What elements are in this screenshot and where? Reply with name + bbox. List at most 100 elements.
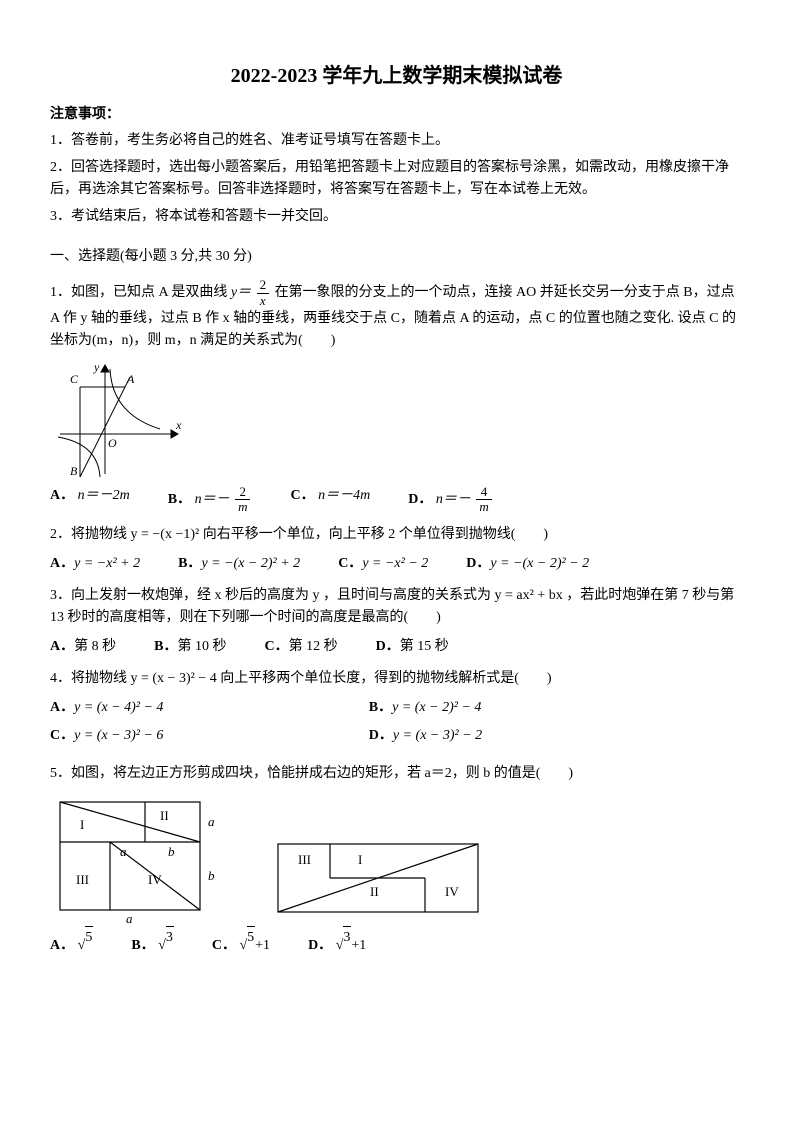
- q5-A-sqrt: √5: [78, 934, 94, 957]
- q5-r-I: I: [358, 852, 362, 867]
- q2-options: A．y = −x² + 2 B．y = −(x − 2)² + 2 C．y = …: [50, 553, 743, 575]
- q1-A-text: n＝－2m: [78, 488, 130, 503]
- notice-3: 3．考试结束后，将本试卷和答题卡一并交回。: [50, 206, 743, 228]
- q1-opt-C: C． n＝－4m: [290, 485, 370, 515]
- q1-label-y: y: [93, 360, 100, 374]
- q1-C-label: C．: [290, 488, 314, 503]
- q5-r-IV: IV: [445, 884, 459, 899]
- q4-C-text: y = (x − 3)² − 6: [74, 728, 163, 743]
- q5-A-label: A．: [50, 938, 74, 953]
- q4-opt-B: B．y = (x − 2)² − 4: [369, 697, 688, 719]
- notice-header: 注意事项：: [50, 104, 743, 126]
- q3-opt-C: C．第 12 秒: [264, 636, 337, 658]
- q5-opt-B: B． √3: [131, 934, 174, 957]
- q5-D-n: 3: [343, 926, 351, 949]
- question-3: 3．向上发射一枚炮弹，经 x 秒后的高度为 y ，且时间与高度的关系式为 y =…: [50, 585, 743, 630]
- q5-sq-IV: IV: [148, 872, 162, 887]
- q4-D-label: D．: [369, 728, 393, 743]
- q4-B-text: y = (x − 2)² − 4: [392, 700, 481, 715]
- q1-options: A． n＝－2m B． n＝－ 2 m C． n＝－4m D． n＝－ 4 m: [50, 485, 743, 515]
- q2-C-text: y = −x² − 2: [362, 556, 428, 571]
- q1-curve-num: 2: [257, 278, 270, 293]
- q5-opt-D: D． √3+1: [308, 934, 366, 957]
- section-1-header: 一、选择题(每小题 3 分,共 30 分): [50, 246, 743, 268]
- q5-D-suf: +1: [351, 938, 366, 953]
- question-5: 5．如图，将左边正方形剪成四块，恰能拼成右边的矩形，若 a＝2，则 b 的值是(…: [50, 763, 743, 785]
- q4-opt-A: A．y = (x − 4)² − 4: [50, 697, 369, 719]
- q4-A-text: y = (x − 4)² − 4: [74, 700, 163, 715]
- q5-sq-b2: b: [208, 868, 215, 883]
- q5-D-sqrt: √3: [336, 934, 352, 957]
- q2-D-label: D．: [466, 556, 490, 571]
- q3-opt-A: A．第 8 秒: [50, 636, 116, 658]
- q1-label-x: x: [175, 418, 182, 432]
- q1-D-num: 4: [476, 485, 491, 500]
- q3-D-label: D．: [376, 639, 400, 654]
- q3-B-label: B．: [154, 639, 177, 654]
- q5-sq-b1: b: [168, 844, 175, 859]
- q5-sq-I: I: [80, 817, 84, 832]
- q1-opt-B: B． n＝－ 2 m: [168, 485, 253, 515]
- q5-r-III: III: [298, 852, 311, 867]
- q5-opt-C: C． √5+1: [212, 934, 270, 957]
- q2-A-label: A．: [50, 556, 74, 571]
- q5-sq-III: III: [76, 872, 89, 887]
- q1-label-C: C: [70, 372, 79, 386]
- q1-figure: C A B O x y: [50, 359, 743, 479]
- q4-A-label: A．: [50, 700, 74, 715]
- question-4: 4．将抛物线 y = (x − 3)² − 4 向上平移两个单位长度，得到的抛物…: [50, 668, 743, 690]
- q2-C-label: C．: [338, 556, 362, 571]
- q1-opt-D: D． n＝－ 4 m: [408, 485, 494, 515]
- q5-A-n: 5: [85, 926, 93, 949]
- q1-D-label: D．: [408, 492, 432, 507]
- q5-B-label: B．: [131, 938, 154, 953]
- q1-D-pre: n＝－: [436, 492, 471, 507]
- q5-B-n: 3: [166, 926, 174, 949]
- q3-B-text: 第 10 秒: [177, 639, 226, 654]
- q1-B-den: m: [235, 500, 250, 514]
- q1-label-B: B: [70, 464, 78, 478]
- q4-D-text: y = (x − 3)² − 2: [393, 728, 482, 743]
- q2-D-text: y = −(x − 2)² − 2: [490, 556, 589, 571]
- q3-C-text: 第 12 秒: [289, 639, 338, 654]
- q1-D-frac: 4 m: [476, 485, 491, 515]
- q3-A-text: 第 8 秒: [74, 639, 116, 654]
- q1-C-text: n＝－4m: [318, 488, 370, 503]
- q5-sq-II: II: [160, 808, 169, 823]
- q3-D-text: 第 15 秒: [400, 639, 449, 654]
- q5-sq-a1: a: [120, 844, 127, 859]
- q4-opt-D: D．y = (x − 3)² − 2: [369, 725, 688, 747]
- q1-curve-den: x: [257, 294, 270, 308]
- q5-options: A． √5 B． √3 C． √5+1 D． √3+1: [50, 934, 743, 957]
- q1-D-den: m: [476, 500, 491, 514]
- page-title: 2022-2023 学年九上数学期末模拟试卷: [50, 60, 743, 92]
- q5-B-sqrt: √3: [158, 934, 174, 957]
- q1-label-A: A: [126, 372, 135, 386]
- q3-opt-D: D．第 15 秒: [376, 636, 449, 658]
- q5-C-n: 5: [247, 926, 255, 949]
- q1-curve-y: y＝: [231, 285, 251, 300]
- q1-opt-A: A． n＝－2m: [50, 485, 130, 515]
- q3-opt-B: B．第 10 秒: [154, 636, 226, 658]
- q1-A-label: A．: [50, 488, 74, 503]
- q2-B-label: B．: [178, 556, 201, 571]
- q4-C-label: C．: [50, 728, 74, 743]
- q1-B-label: B．: [168, 492, 191, 507]
- q1-B-pre: n＝－: [195, 492, 230, 507]
- question-1: 1．如图，已知点 A 是双曲线 y＝ 2 x 在第一象限的分支上的一个动点，连接…: [50, 278, 743, 352]
- q2-B-text: y = −(x − 2)² + 2: [201, 556, 300, 571]
- q1-B-num: 2: [235, 485, 250, 500]
- q5-C-suf: +1: [255, 938, 270, 953]
- q4-options: A．y = (x − 4)² − 4 B．y = (x − 2)² − 4 C．…: [50, 697, 743, 754]
- q5-figures: I II III IV a b a b a III I II IV: [50, 794, 743, 924]
- q5-rect: III I II IV: [270, 834, 490, 924]
- q2-opt-D: D．y = −(x − 2)² − 2: [466, 553, 589, 575]
- q2-opt-B: B．y = −(x − 2)² + 2: [178, 553, 300, 575]
- q3-A-label: A．: [50, 639, 74, 654]
- q4-opt-C: C．y = (x − 3)² − 6: [50, 725, 369, 747]
- q1-B-frac: 2 m: [235, 485, 250, 515]
- q1-label-O: O: [108, 436, 117, 450]
- q4-B-label: B．: [369, 700, 392, 715]
- q3-options: A．第 8 秒 B．第 10 秒 C．第 12 秒 D．第 15 秒: [50, 636, 743, 658]
- q5-opt-A: A． √5: [50, 934, 93, 957]
